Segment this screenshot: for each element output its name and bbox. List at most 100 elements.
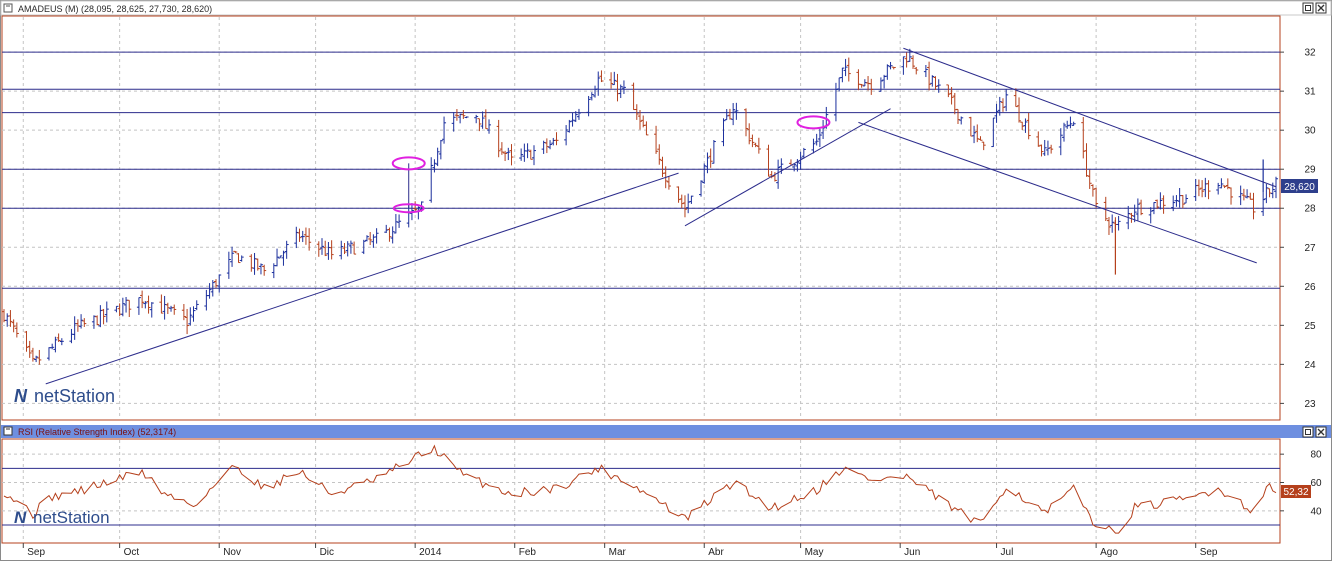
ohlc-bar (1058, 128, 1063, 156)
ohlc-bar (11, 319, 16, 333)
ohlc-bar (589, 92, 594, 101)
rsi-netstation-logo-text: netStation (33, 508, 110, 527)
ohlc-bar (702, 163, 707, 184)
ohlc-bar (528, 149, 533, 160)
ohlc-bar (930, 75, 935, 87)
ohlc-bar (1261, 192, 1266, 216)
trendline[interactable] (903, 47, 1277, 188)
ohlc-bar (817, 128, 822, 148)
trendline[interactable] (858, 121, 1257, 264)
rsi-close-icon[interactable] (1315, 426, 1327, 438)
ohlc-bar (991, 117, 996, 148)
ohlc-bar (1184, 194, 1189, 204)
ohlc-bar (891, 66, 896, 70)
ohlc-bar (136, 297, 141, 315)
ohlc-bar (1206, 180, 1211, 200)
x-tick-label: Jun (904, 547, 920, 558)
rsi-y-tick-label: 80 (1310, 450, 1322, 461)
price-y-tick-label: 26 (1304, 282, 1316, 293)
ohlc-bar (1200, 180, 1205, 198)
ohlc-bar (573, 111, 578, 122)
ohlc-bar (27, 340, 32, 358)
ohlc-bar (435, 147, 440, 167)
ohlc-bar (798, 151, 803, 170)
ohlc-bar (1161, 195, 1166, 214)
ohlc-bar (320, 238, 324, 255)
price-panel-title: AMADEUS (M) (28,095, 28,625, 27,730, 28,… (18, 4, 212, 14)
close-icon[interactable] (1315, 2, 1327, 14)
ohlc-bar (1241, 188, 1246, 201)
netstation-logo-text: netStation (34, 386, 115, 406)
marker-ellipse[interactable] (391, 156, 426, 171)
ohlc-bar (721, 118, 726, 147)
trendline[interactable] (45, 172, 679, 385)
ohlc-bar (185, 308, 190, 335)
panel-menu-icon[interactable] (3, 3, 13, 13)
ohlc-bar (548, 140, 553, 150)
ohlc-bar (429, 157, 434, 203)
ohlc-bar (159, 294, 164, 314)
rsi-panel-header: RSI (Relative Strength Index) (52,3174) (1, 425, 1331, 438)
ohlc-bar (149, 302, 154, 318)
ohlc-bar (1081, 117, 1086, 159)
ohlc-bar (724, 109, 729, 121)
ohlc-bar (596, 71, 601, 96)
rsi-series (3, 444, 1277, 534)
ohlc-bar (576, 108, 581, 120)
ohlc-bar (233, 250, 238, 254)
ohlc-bar (275, 248, 280, 267)
ohlc-bar (1139, 199, 1144, 216)
ohlc-bar (621, 80, 626, 94)
ohlc-bar (981, 141, 986, 151)
ohlc-bar (438, 139, 443, 160)
rsi-panel-menu-icon[interactable] (3, 426, 13, 436)
ohlc-bar (120, 297, 125, 317)
marker-ellipse[interactable] (796, 115, 831, 130)
ohlc-bar (281, 250, 286, 266)
ohlc-bar (1267, 188, 1272, 198)
ohlc-bar (1094, 187, 1099, 208)
marker-ellipse[interactable] (392, 203, 425, 214)
ohlc-bar (1084, 143, 1089, 177)
ohlc-bar (638, 110, 642, 130)
ohlc-bar (869, 78, 874, 95)
ohlc-bar (1180, 195, 1185, 209)
price-y-axis: 32 31 30 29 28 27 26 25 24 23 (1280, 48, 1316, 410)
ohlc-bar (480, 111, 485, 129)
ohlc-bar (361, 239, 366, 255)
trendline[interactable] (684, 108, 891, 227)
ohlc-bar (1148, 207, 1153, 224)
ohlc-bar (744, 108, 748, 137)
ohlc-bar (207, 283, 212, 299)
ohlc-bar (975, 124, 980, 143)
ohlc-bar (833, 82, 838, 122)
ohlc-bar (95, 315, 100, 326)
ohlc-bar (1013, 88, 1018, 108)
ohlc-bar (509, 144, 514, 166)
ohlc-bar (217, 274, 222, 293)
ohlc-bar (496, 119, 501, 158)
ohlc-bar (188, 307, 193, 326)
ohlc-bar (753, 142, 758, 148)
ohlc-bar (483, 109, 488, 130)
ohlc-bar (711, 139, 716, 164)
ohlc-bar (911, 55, 916, 69)
maximize-icon[interactable] (1302, 2, 1314, 14)
ohlc-bar (1196, 179, 1201, 197)
ohlc-bar (612, 71, 617, 86)
price-y-tick-label: 32 (1304, 48, 1316, 59)
ohlc-bar (1264, 183, 1269, 204)
ohlc-bar (284, 240, 289, 259)
ohlc-bar (390, 226, 395, 244)
ohlc-bar (801, 147, 806, 159)
rsi-maximize-icon[interactable] (1302, 426, 1314, 438)
ohlc-bar (172, 304, 177, 315)
ohlc-bar (374, 228, 379, 244)
ohlc-bar (364, 235, 369, 242)
ohlc-bar (451, 112, 456, 132)
ohlc-bar (255, 258, 260, 271)
price-panel-header: AMADEUS (M) (28,095, 28,625, 27,730, 28,… (0, 0, 1332, 16)
x-tick-label: Nov (223, 547, 241, 558)
ohlc-bar (1132, 204, 1137, 223)
ohlc-bar (1110, 214, 1115, 233)
